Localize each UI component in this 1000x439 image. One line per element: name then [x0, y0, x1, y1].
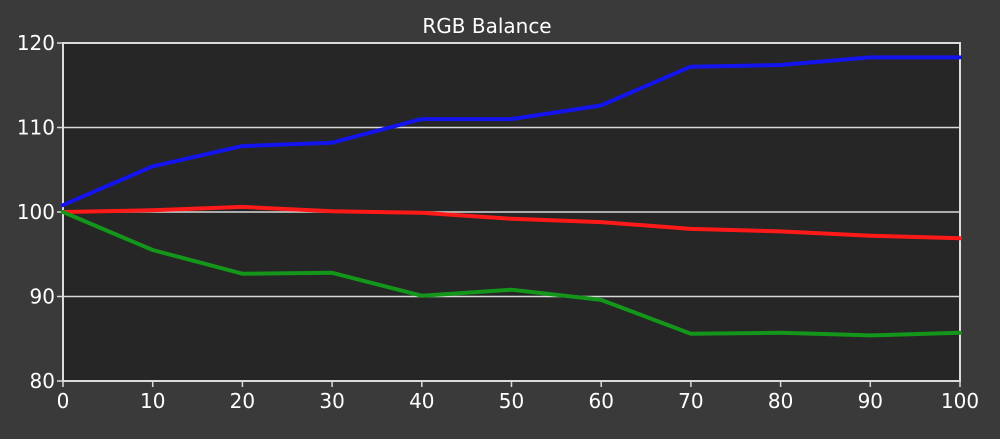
chart-title: RGB Balance	[422, 14, 551, 38]
x-tick-label: 90	[858, 389, 883, 413]
x-tick-label: 40	[409, 389, 434, 413]
x-tick-label: 50	[499, 389, 524, 413]
y-tick-label: 110	[17, 116, 55, 140]
y-tick-label: 100	[17, 200, 55, 224]
y-tick-label: 120	[17, 31, 55, 55]
x-tick-label: 70	[678, 389, 703, 413]
x-tick-label: 60	[588, 389, 613, 413]
series-lines	[61, 55, 962, 338]
y-axis: 80 90 100 110 120	[17, 31, 63, 393]
grid-lines	[63, 126, 960, 298]
x-tick-label: 80	[768, 389, 793, 413]
x-tick-label: 10	[140, 389, 165, 413]
x-tick-label: 20	[230, 389, 255, 413]
y-tick-label: 90	[30, 285, 55, 309]
blue-series-line	[61, 55, 962, 208]
red-series-line	[61, 204, 962, 241]
green-series-line	[61, 210, 962, 338]
x-tick-label: 100	[941, 389, 979, 413]
x-tick-label: 0	[57, 389, 70, 413]
x-axis: 0 10 20 30 40 50 60 70 80 90 100	[57, 381, 979, 413]
y-tick-label: 80	[30, 369, 55, 393]
x-tick-label: 30	[319, 389, 344, 413]
